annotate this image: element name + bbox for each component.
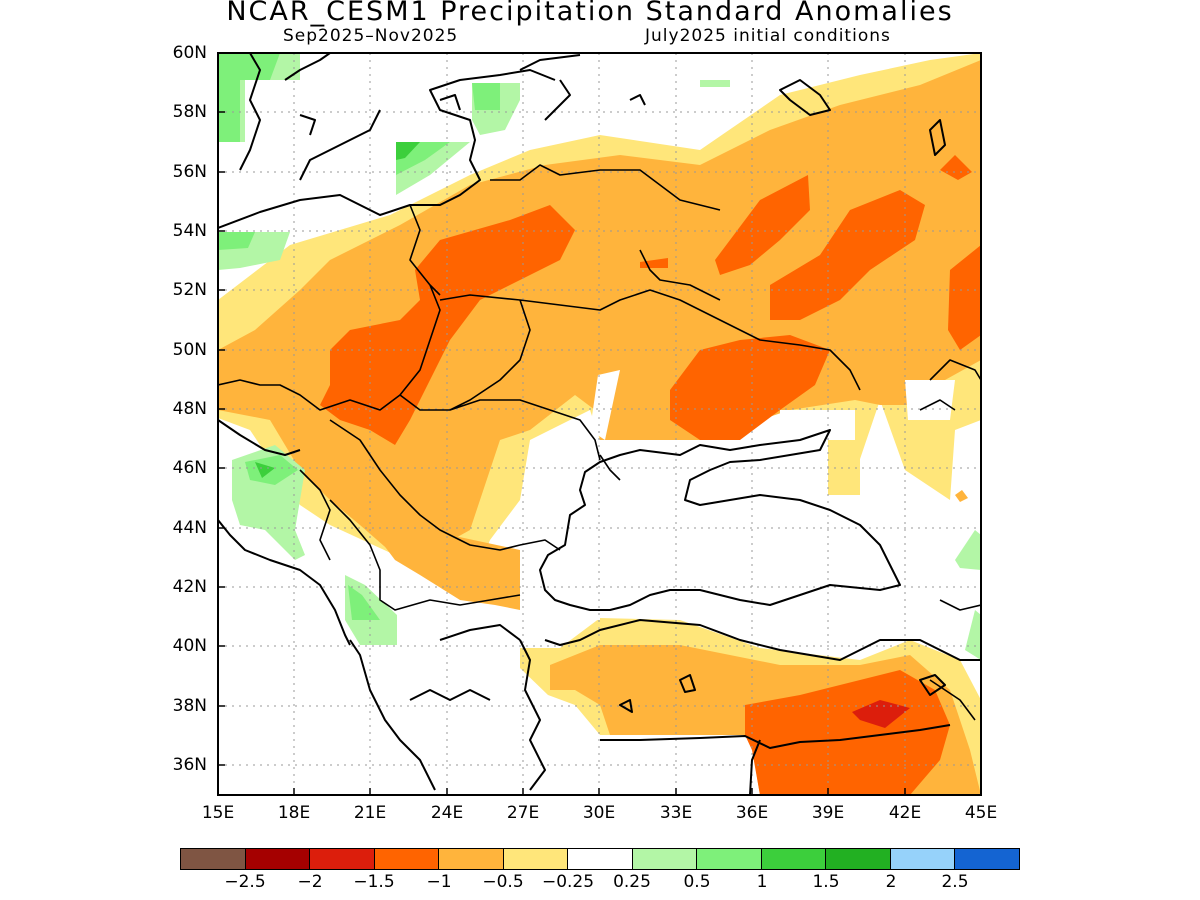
adriatic-coast bbox=[218, 519, 351, 646]
lon-label-33e: 33E bbox=[659, 803, 693, 823]
lat-label-56n: 56N bbox=[172, 162, 207, 182]
lat-label-44n: 44N bbox=[172, 518, 207, 538]
lon-label-42e: 42E bbox=[888, 803, 922, 823]
legend-swatch-0-5 bbox=[697, 849, 762, 869]
aegean-coast bbox=[519, 639, 546, 791]
lon-label-39e: 39E bbox=[811, 803, 845, 823]
legend-tick-label: 2 bbox=[885, 872, 897, 892]
legend-tick-label: −0.5 bbox=[482, 872, 524, 892]
legend-tick-label: 1 bbox=[756, 872, 768, 892]
legend-swatch-neg2-5 bbox=[245, 849, 311, 869]
legend-tick-label: 0.5 bbox=[683, 872, 711, 892]
lon-label-45e: 45E bbox=[964, 803, 998, 823]
forecast-period: Sep2025–Nov2025 bbox=[283, 26, 459, 46]
legend-swatch-neg1 bbox=[439, 849, 504, 869]
lat-label-58n: 58N bbox=[172, 102, 207, 122]
color-legend bbox=[180, 848, 1020, 870]
lat-label-60n: 60N bbox=[172, 43, 207, 63]
anatolia-south-coast bbox=[544, 619, 981, 661]
lat-label-48n: 48N bbox=[172, 399, 207, 419]
anomaly-fields bbox=[218, 53, 981, 795]
legend-tick-label: 2.5 bbox=[941, 872, 969, 892]
chart-title: NCAR_CESM1 Precipitation Standard Anomal… bbox=[226, 0, 954, 27]
legend-swatch-0-25 bbox=[632, 849, 698, 869]
lon-label-15e: 15E bbox=[201, 803, 235, 823]
legend-swatch-neg0-5 bbox=[503, 849, 569, 869]
axis-ticks bbox=[218, 111, 906, 795]
legend-tick-label: −1.5 bbox=[353, 872, 395, 892]
lat-label-36n: 36N bbox=[172, 755, 207, 775]
lon-label-24e: 24E bbox=[430, 803, 464, 823]
legend-tick-label: 1.5 bbox=[812, 872, 840, 892]
initial-conditions: July2025 initial conditions bbox=[645, 26, 891, 46]
legend-tick-label: −2.5 bbox=[224, 872, 266, 892]
legend-tick-label: −1 bbox=[426, 872, 452, 892]
legend-swatch-neutral bbox=[568, 849, 633, 869]
lat-label-40n: 40N bbox=[172, 636, 207, 656]
lat-label-46n: 46N bbox=[172, 458, 207, 478]
baltic-coast bbox=[218, 69, 556, 229]
lon-label-36e: 36E bbox=[735, 803, 769, 823]
black-sea-coast bbox=[539, 429, 901, 611]
legend-swatch-1 bbox=[761, 849, 827, 869]
lon-label-21e: 21E bbox=[353, 803, 387, 823]
lon-label-18e: 18E bbox=[277, 803, 311, 823]
lat-label-38n: 38N bbox=[172, 696, 207, 716]
legend-swatch-1-5 bbox=[826, 849, 891, 869]
legend-tick-label: −2 bbox=[297, 872, 323, 892]
legend-tick-label: 0.25 bbox=[613, 872, 651, 892]
legend-swatch-neg1-5 bbox=[374, 849, 440, 869]
legend-swatch-2 bbox=[890, 849, 956, 869]
anomaly-region-strong-dry bbox=[320, 205, 575, 445]
lon-label-27e: 27E bbox=[506, 803, 540, 823]
greece-coast bbox=[349, 624, 521, 791]
lon-label-30e: 30E bbox=[582, 803, 616, 823]
legend-swatch-neg2 bbox=[310, 849, 375, 869]
lat-label-50n: 50N bbox=[172, 340, 207, 360]
country-borders bbox=[218, 164, 861, 611]
coastlines-borders bbox=[218, 53, 981, 795]
legend-tick-label: −0.25 bbox=[541, 872, 595, 892]
legend-swatch-above-2-5 bbox=[955, 849, 1019, 869]
grid-lines bbox=[218, 53, 981, 795]
lat-label-42n: 42N bbox=[172, 577, 207, 597]
lat-label-52n: 52N bbox=[172, 280, 207, 300]
legend-swatch-below-neg2-5 bbox=[181, 849, 246, 869]
lat-label-54n: 54N bbox=[172, 221, 207, 241]
